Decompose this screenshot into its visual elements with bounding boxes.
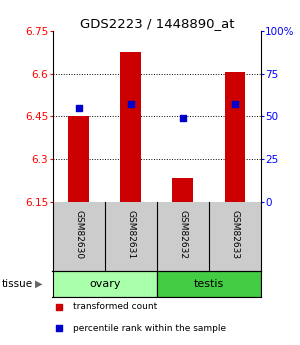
- Point: [56, 325, 61, 331]
- Bar: [52, 271, 157, 297]
- Text: percentile rank within the sample: percentile rank within the sample: [74, 324, 226, 333]
- Point: [128, 102, 133, 107]
- Text: GSM82631: GSM82631: [126, 210, 135, 259]
- Text: tissue: tissue: [2, 279, 33, 289]
- Point: [232, 102, 237, 107]
- Bar: [172, 178, 193, 202]
- Title: GDS2223 / 1448890_at: GDS2223 / 1448890_at: [80, 17, 234, 30]
- Text: GSM82632: GSM82632: [178, 210, 187, 259]
- Bar: [157, 271, 261, 297]
- Bar: [120, 52, 141, 202]
- Text: GSM82633: GSM82633: [230, 210, 239, 259]
- Text: testis: testis: [194, 279, 224, 289]
- Bar: [224, 72, 245, 202]
- Text: ▶: ▶: [34, 279, 42, 289]
- Text: ovary: ovary: [89, 279, 120, 289]
- Point: [180, 115, 185, 121]
- Point: [76, 105, 81, 111]
- Point: [56, 304, 61, 309]
- Text: GSM82630: GSM82630: [74, 210, 83, 259]
- Bar: [68, 117, 89, 202]
- Text: transformed count: transformed count: [74, 302, 158, 311]
